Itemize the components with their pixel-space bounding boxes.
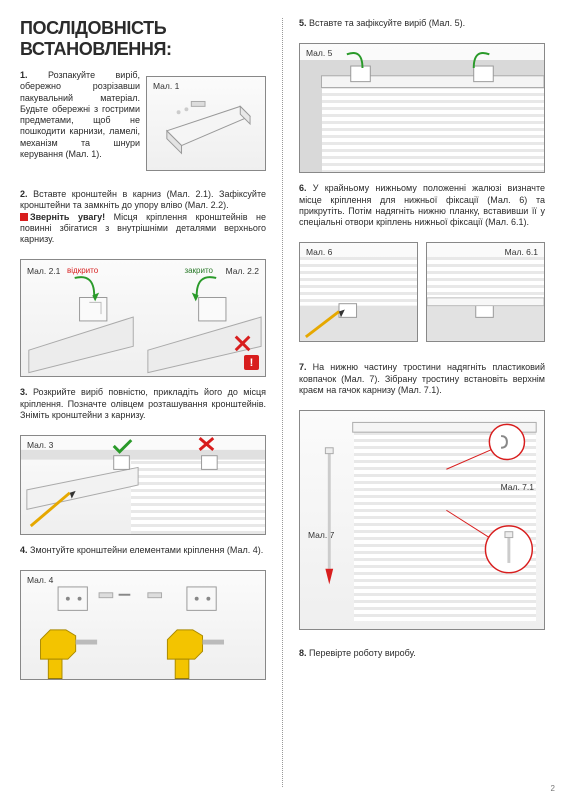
page-number: 2 <box>551 784 555 793</box>
step-5-num: 5. <box>299 18 307 28</box>
left-column: ПОСЛІДОВНІСТЬ ВСТАНОВЛЕННЯ: Мал. 1 1. Ро… <box>20 18 266 787</box>
step-5-text: 5. Вставте та зафіксуйте виріб (Мал. 5). <box>299 18 545 29</box>
fig21-label: Мал. 2.1 <box>25 265 62 277</box>
lower-fix-insert-icon <box>427 243 544 341</box>
figure-6-1: Мал. 6.1 <box>426 242 545 342</box>
right-column: 5. Вставте та зафіксуйте виріб (Мал. 5).… <box>282 18 545 787</box>
step-1-num: 1. <box>20 70 28 80</box>
step-3-num: 3. <box>20 387 28 397</box>
open-label: відкрито <box>65 265 100 276</box>
step-3: 3. Розкрийте виріб повністю, прикладіть … <box>20 387 266 421</box>
figure-1: Мал. 1 <box>146 76 266 171</box>
step-6-body: У крайньому нижньому положенні жалюзі ви… <box>299 183 545 227</box>
step-5-body: Вставте та зафіксуйте виріб (Мал. 5). <box>309 18 465 28</box>
wand-assembly-icon <box>300 411 544 629</box>
mark-position-icon <box>21 436 265 534</box>
closed-label: закрито <box>182 265 215 276</box>
step-6-num: 6. <box>299 183 307 193</box>
warning-icon <box>20 213 28 221</box>
figure-6-row: Мал. 6 Мал. 6.1 <box>299 236 545 352</box>
step-3-text: 3. Розкрийте виріб повністю, прикладіть … <box>20 387 266 421</box>
step-2: 2. Вставте кронштейн в карниз (Мал. 2.1)… <box>20 189 266 245</box>
page-title: ПОСЛІДОВНІСТЬ ВСТАНОВЛЕННЯ: <box>20 18 266 60</box>
step-7-num: 7. <box>299 362 307 372</box>
step-1-body: Розпакуйте виріб, обережно розрізавши па… <box>20 70 140 159</box>
figure-2: Мал. 2.1 відкрито закрито Мал. 2.2 ! <box>20 259 266 377</box>
step-2-num: 2. <box>20 189 28 199</box>
warning-badge: ! <box>244 355 259 370</box>
figure-5: Мал. 5 <box>299 43 545 173</box>
step-3-body: Розкрийте виріб повністю, прикладіть йог… <box>20 387 266 420</box>
step-6-text: 6. У крайньому нижньому положенні жалюзі… <box>299 183 545 228</box>
step-7: 7. На нижню частину тростини надягніть п… <box>299 362 545 396</box>
figure-4: Мал. 4 <box>20 570 266 680</box>
step-6: 6. У крайньому нижньому положенні жалюзі… <box>299 183 545 228</box>
step-2-warning: Зверніть увагу! Місця кріплення кронштей… <box>20 212 266 246</box>
warn-glyph: ! <box>250 357 254 369</box>
step-8-num: 8. <box>299 648 307 658</box>
step-8-text: 8. Перевірте роботу виробу. <box>299 648 545 659</box>
warn-label: Зверніть увагу! <box>30 212 105 222</box>
figure-6: Мал. 6 <box>299 242 418 342</box>
step-8-body: Перевірте роботу виробу. <box>309 648 416 658</box>
step-5: 5. Вставте та зафіксуйте виріб (Мал. 5). <box>299 18 545 29</box>
step-4-body: Змонтуйте кронштейни елементами кріпленн… <box>30 545 263 555</box>
fig22-label: Мал. 2.2 <box>224 265 261 277</box>
lower-fix-mark-icon <box>300 243 417 341</box>
figure-3: Мал. 3 <box>20 435 266 535</box>
step-4-text: 4. Змонтуйте кронштейни елементами кріпл… <box>20 545 266 556</box>
bracket-open-close-icon <box>21 260 265 376</box>
mount-brackets-icon <box>21 571 265 679</box>
step-8: 8. Перевірте роботу виробу. <box>299 648 545 659</box>
figure-7: Мал. 7 Мал. 7.1 <box>299 410 545 630</box>
step-2-text: 2. Вставте кронштейн в карниз (Мал. 2.1)… <box>20 189 266 212</box>
step-2-body: Вставте кронштейн в карниз (Мал. 2.1). З… <box>20 189 266 210</box>
step-4-num: 4. <box>20 545 28 555</box>
step-4: 4. Змонтуйте кронштейни елементами кріпл… <box>20 545 266 556</box>
fig1-label: Мал. 1 <box>151 80 181 92</box>
step-7-body: На нижню частину тростини надягніть плас… <box>299 362 545 395</box>
step-1: Мал. 1 1. Розпакуйте виріб, обережно роз… <box>20 70 266 181</box>
fig4-label: Мал. 4 <box>25 574 55 586</box>
insert-fix-icon <box>300 44 544 172</box>
step-7-text: 7. На нижню частину тростини надягніть п… <box>299 362 545 396</box>
